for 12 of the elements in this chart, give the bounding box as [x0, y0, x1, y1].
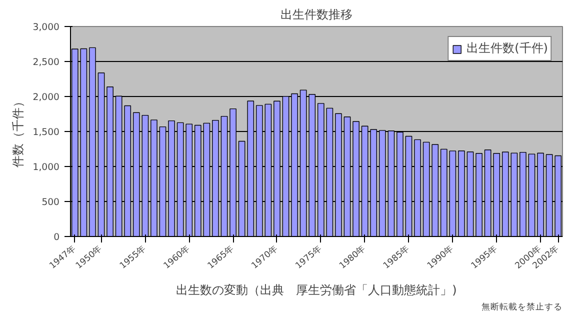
y-tick-label: 2,000: [32, 92, 60, 103]
y-tick-label: 1,000: [32, 162, 60, 173]
chart-title: 出生件数推移: [280, 8, 352, 22]
y-axis-title: 件数（千件）: [10, 96, 25, 168]
y-tick-label: 500: [42, 197, 60, 208]
text: 無断転載を禁止する: [482, 302, 562, 312]
x-axis-title: 出生数の変動（出典 厚生労働省「人口動態統計」): [176, 283, 457, 298]
y-tick-label: 0: [54, 232, 60, 243]
y-tick-label: 2,500: [32, 57, 60, 68]
y-tick-label: 3,000: [32, 22, 60, 33]
legend-label: 出生件数(千件): [466, 40, 548, 57]
y-tick-label: 1,500: [32, 127, 60, 138]
